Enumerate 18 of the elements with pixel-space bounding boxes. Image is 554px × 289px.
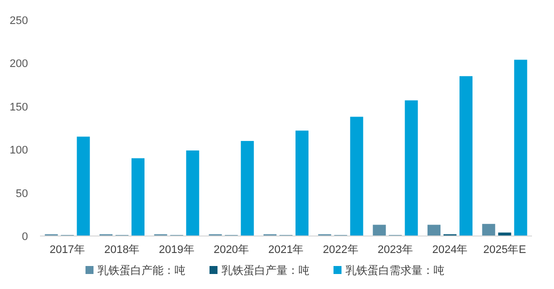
y-tick-label: 150: [10, 101, 28, 114]
x-tick-label: 2019年: [158, 244, 194, 256]
x-tick-label: 2023年: [378, 244, 414, 256]
x-tick-label: 2025年E: [483, 244, 526, 256]
x-tick-label: 2018年: [104, 244, 140, 256]
y-tick-label: 200: [10, 58, 28, 70]
x-tick-label: 2021年: [268, 244, 304, 256]
y-tick-label: 250: [10, 15, 28, 27]
x-tick-label: 2017年: [50, 244, 86, 256]
y-tick-label: 0: [22, 231, 28, 243]
x-tick-label: 2020年: [214, 244, 250, 256]
legend-label: 乳铁蛋白产量：吨: [222, 264, 310, 277]
y-tick-label: 50: [16, 188, 28, 200]
y-tick-label: 100: [10, 144, 28, 157]
legend-label: 乳铁蛋白产能：吨: [98, 264, 186, 277]
legend-label: 乳铁蛋白需求量：吨: [346, 264, 444, 277]
x-tick-label: 2024年: [432, 244, 468, 256]
x-tick-label: 2022年: [322, 244, 358, 256]
